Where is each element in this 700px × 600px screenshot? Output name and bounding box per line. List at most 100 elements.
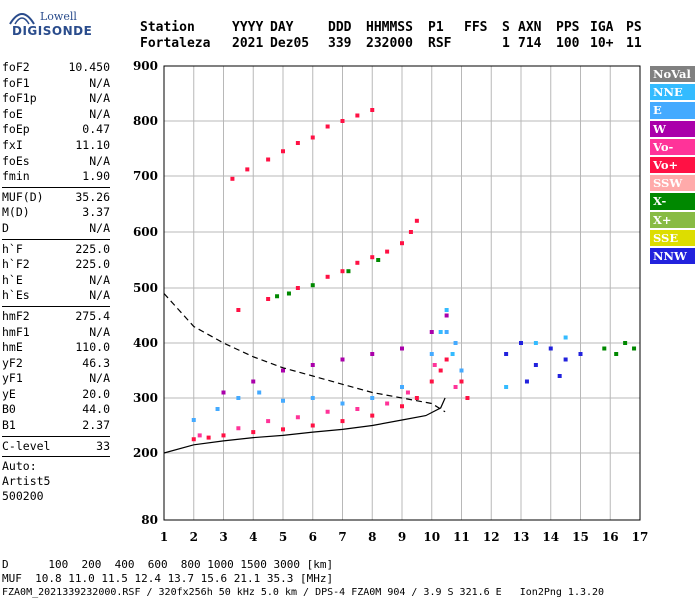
param-row: hmF1 N/A xyxy=(2,325,110,341)
param-value: N/A xyxy=(89,288,110,303)
echo-point xyxy=(548,346,553,351)
x-tick-label: 16 xyxy=(602,530,619,544)
x-tick-label: 5 xyxy=(279,530,287,544)
echo-point xyxy=(281,368,285,373)
param-value: N/A xyxy=(89,106,110,121)
echo-point xyxy=(325,124,330,129)
legend: NoVal NNE E W Vo- Vo+ SSW X- X+ SSE NNW xyxy=(650,66,695,266)
echo-point xyxy=(504,385,509,389)
param-group-frequencies: foF2 10.450 foF1 N/A foF1p N/A foE N/A foEp 0… xyxy=(2,60,110,185)
param-value: N/A xyxy=(89,91,110,106)
echo-point xyxy=(444,313,449,318)
x-tick-label: 13 xyxy=(513,530,530,544)
echo-point xyxy=(236,426,241,431)
param-label: foF2 xyxy=(2,60,30,74)
legend-item-vo-plus: Vo+ xyxy=(650,156,695,174)
echo-point xyxy=(251,379,256,384)
header-value-day: Dez05 xyxy=(270,36,310,51)
echo-point xyxy=(370,413,375,418)
legend-item-ssw: SSW xyxy=(650,175,695,192)
auto-method: Artist5 xyxy=(2,474,51,489)
echo-point xyxy=(524,379,529,384)
y-tick-label: 600 xyxy=(133,225,158,239)
param-row: M(D) 3.37 xyxy=(2,205,110,221)
echo-points xyxy=(191,108,637,442)
echo-point xyxy=(281,149,285,154)
header-value-ps: 11 xyxy=(626,36,642,51)
echo-point xyxy=(623,341,628,345)
echo-point xyxy=(325,409,330,414)
footer-distance-row: D 100 200 400 600 800 1000 1500 3000 [km… xyxy=(2,558,334,571)
echo-point xyxy=(405,390,410,395)
param-row: hmE 110.0 xyxy=(2,340,110,356)
param-value: 44.0 xyxy=(82,402,110,417)
param-label: foE xyxy=(2,106,23,121)
param-label: M(D) xyxy=(2,205,30,220)
echo-point xyxy=(429,352,434,356)
header-label-axn: AXN xyxy=(518,20,542,35)
legend-item-e: E xyxy=(650,102,695,119)
echo-point xyxy=(266,157,271,162)
echo-point xyxy=(632,346,637,351)
echo-point xyxy=(286,291,291,296)
header-label-station: Station xyxy=(140,20,195,35)
auto-label: Auto: xyxy=(2,459,37,474)
legend-item-sse: SSE xyxy=(650,229,695,246)
param-label: hmF2 xyxy=(2,308,30,323)
echo-point xyxy=(519,341,523,345)
param-label: hmE xyxy=(2,340,23,355)
echo-point xyxy=(346,269,351,274)
param-label: fxI xyxy=(2,137,23,152)
echo-point xyxy=(444,308,449,312)
param-group-muf: MUF(D) 35.26 M(D) 3.37 D N/A xyxy=(2,190,110,237)
echo-point xyxy=(191,418,196,422)
param-value: N/A xyxy=(89,324,110,339)
header-value-p1: RSF xyxy=(428,36,452,51)
param-group-profile: hmF2 275.4 hmF1 N/A hmE 110.0 yF2 46.3 yF1 N/… xyxy=(2,309,110,434)
legend-item-x-plus: X+ xyxy=(650,211,695,228)
echo-point xyxy=(370,255,375,260)
param-label: B0 xyxy=(2,402,16,417)
x-tick-label: 11 xyxy=(453,530,470,544)
profile-lines xyxy=(163,293,446,454)
echo-point xyxy=(215,407,220,411)
profile-line-solid xyxy=(163,397,446,454)
param-row: D N/A xyxy=(2,221,110,237)
echo-point xyxy=(310,283,315,288)
logo-arc-icon xyxy=(9,13,35,25)
param-row: fmin 1.90 xyxy=(2,169,110,185)
echo-point xyxy=(325,274,330,279)
echo-point xyxy=(385,401,390,406)
echo-point xyxy=(295,141,300,145)
echo-point xyxy=(414,396,419,400)
param-value: 2.37 xyxy=(82,418,110,433)
header-value-ddd: 339 xyxy=(328,36,352,51)
echo-point xyxy=(438,368,443,373)
plot-grid xyxy=(163,65,641,521)
header-label-day: DAY xyxy=(270,20,294,35)
echo-point xyxy=(533,363,538,367)
echo-point xyxy=(429,379,434,384)
echo-point xyxy=(400,241,404,246)
logo-brand-bottom: DIGISONDE xyxy=(12,24,93,38)
echo-point xyxy=(432,363,437,367)
auto-code: 500200 xyxy=(2,489,44,504)
param-label: foF1p xyxy=(2,91,37,106)
x-tick-label: 3 xyxy=(219,530,227,544)
profile-line-dashed xyxy=(163,293,446,413)
param-row: fxI 11.10 xyxy=(2,138,110,154)
param-row: hmF2 275.4 xyxy=(2,309,110,325)
param-label: foF1 xyxy=(2,75,30,90)
echo-point xyxy=(578,352,583,356)
divider xyxy=(2,305,110,307)
param-row: yF1 N/A xyxy=(2,371,110,387)
echo-point xyxy=(376,258,381,262)
param-label: h`F2 xyxy=(2,257,30,272)
echo-point xyxy=(206,435,211,440)
param-row: foEp 0.47 xyxy=(2,122,110,138)
echo-point xyxy=(191,437,196,442)
echo-point xyxy=(370,396,375,400)
footer-file-info: FZA0M_2021339232000.RSF / 320fx256h 50 k… xyxy=(2,587,605,598)
x-tick-label: 6 xyxy=(309,530,317,544)
